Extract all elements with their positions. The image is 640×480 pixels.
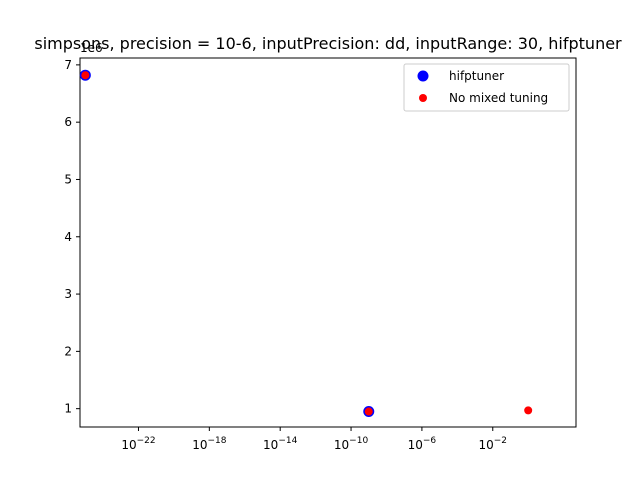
- y-axis: 1 2 3 4 5 6 7: [64, 58, 80, 416]
- y-tick-label: 4: [64, 230, 72, 244]
- x-tick-label: 10−18: [192, 436, 227, 452]
- x-tick-label: 10−22: [121, 436, 155, 452]
- scatter-points: [79, 69, 533, 418]
- chart-title: simpsons, precision = 10-6, inputPrecisi…: [34, 34, 622, 53]
- y-offset-label: 1e6: [80, 41, 103, 55]
- y-tick-label: 6: [64, 115, 72, 129]
- legend-marker-no-mixed-tuning: [419, 94, 427, 102]
- legend-marker-hifptuner: [417, 70, 429, 82]
- plot-area: [79, 57, 577, 428]
- data-point: [524, 406, 533, 415]
- legend-box: [403, 63, 570, 112]
- y-tick-label: 2: [64, 344, 72, 358]
- x-tick-label: 10−10: [334, 436, 369, 452]
- y-tick-label: 7: [64, 58, 72, 72]
- legend: hifptuner No mixed tuning: [403, 63, 570, 112]
- y-tick-label: 1: [64, 402, 72, 416]
- y-tick-label: 5: [64, 172, 72, 186]
- x-axis: 10−22 10−18 10−14 10−10 10−6 10−2: [121, 427, 507, 452]
- legend-label-hifptuner: hifptuner: [449, 69, 504, 83]
- data-point: [81, 71, 90, 80]
- x-tick-label: 10−14: [263, 436, 298, 452]
- x-tick-label: 10−2: [478, 436, 507, 452]
- data-point: [364, 407, 373, 416]
- legend-label-no-mixed-tuning: No mixed tuning: [449, 91, 548, 105]
- x-tick-label: 10−6: [408, 436, 437, 452]
- y-tick-label: 3: [64, 287, 72, 301]
